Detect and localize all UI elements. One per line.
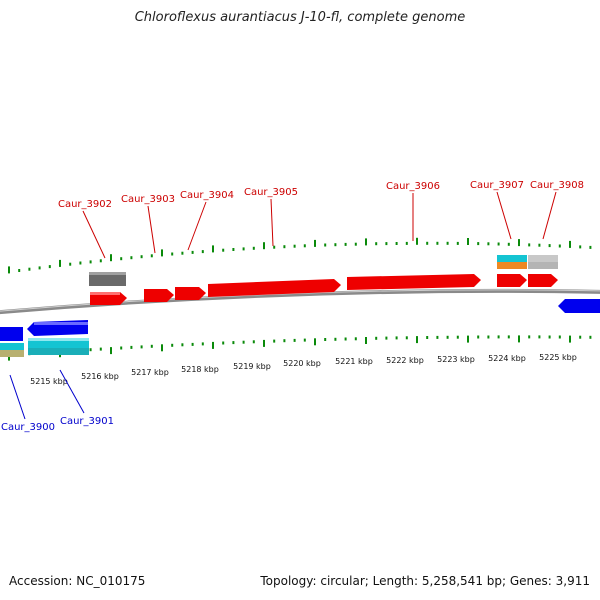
gene-arrow-caur-3905[interactable] <box>208 279 341 297</box>
gene-label-caur-3906[interactable]: Caur_3906 <box>386 181 440 192</box>
accession-text: Accession: NC_010175 <box>9 574 146 588</box>
tick-label: 5222 kbp <box>386 356 424 365</box>
genome-summary-text: Topology: circular; Length: 5,258,541 bp… <box>260 574 590 588</box>
tick-label: 5215 kbp <box>30 377 68 386</box>
leader-line <box>59 369 85 414</box>
leader-line <box>82 210 106 259</box>
tick-label: 5223 kbp <box>437 355 475 364</box>
feature-block-teal[interactable] <box>28 348 89 355</box>
gene-label-caur-3903[interactable]: Caur_3903 <box>121 194 175 205</box>
feature-track-upper <box>89 255 558 286</box>
feature-block-orange[interactable] <box>497 262 527 269</box>
leader-line <box>9 374 26 420</box>
reverse-genes <box>0 299 600 341</box>
gene-arrow-caur-3903[interactable] <box>144 289 174 302</box>
forward-genes <box>90 274 558 305</box>
tick-label: 5221 kbp <box>335 357 373 366</box>
gene-label-caur-3902[interactable]: Caur_3902 <box>58 199 112 210</box>
tick-label: 5218 kbp <box>181 365 219 374</box>
reverse-gene-labels: Caur_3900 Caur_3901 <box>1 369 114 433</box>
axis-tick-labels: 5215 kbp 5216 kbp 5217 kbp 5218 kbp 5219… <box>30 353 577 386</box>
feature-track-lower <box>0 338 89 357</box>
gene-arrow-caur-3909[interactable] <box>558 299 600 313</box>
feature-block-khaki[interactable] <box>0 350 24 357</box>
feature-block-gray[interactable] <box>89 272 126 286</box>
tick-label: 5217 kbp <box>131 368 169 377</box>
gene-arrow-shine <box>34 322 88 325</box>
feature-block-cyan-light <box>28 338 89 341</box>
tick-label: 5224 kbp <box>488 354 526 363</box>
feature-block-cyan[interactable] <box>497 255 527 262</box>
gene-label-caur-3907[interactable]: Caur_3907 <box>470 180 524 191</box>
leader-line <box>496 191 512 240</box>
tick-label: 5220 kbp <box>283 359 321 368</box>
feature-block-silver-shade <box>528 262 558 269</box>
leader-line <box>270 198 274 247</box>
gene-arrow-shine <box>90 292 120 295</box>
gene-label-caur-3908[interactable]: Caur_3908 <box>530 180 584 191</box>
gene-label-caur-3904[interactable]: Caur_3904 <box>180 190 234 201</box>
leader-line <box>542 191 557 240</box>
outer-tick-track <box>8 237 592 274</box>
leader-line <box>187 201 207 251</box>
feature-block-highlight <box>89 272 126 275</box>
gene-label-caur-3905[interactable]: Caur_3905 <box>244 187 298 198</box>
tick-label: 5225 kbp <box>539 353 577 362</box>
gene-label-caur-3900[interactable]: Caur_3900 <box>1 422 55 433</box>
tick-label: 5216 kbp <box>81 372 119 381</box>
gene-arrow-caur-3904[interactable] <box>175 287 206 300</box>
feature-block-cyan[interactable] <box>28 338 89 348</box>
gene-arrow-caur-3906[interactable] <box>347 274 481 290</box>
gene-arrow-caur-3908[interactable] <box>528 274 558 287</box>
map-title: Chloroflexus aurantiacus J-10-fl, comple… <box>134 10 466 25</box>
genome-backbone <box>0 288 600 315</box>
feature-block-cyan[interactable] <box>0 343 24 350</box>
tick-label: 5219 kbp <box>233 362 271 371</box>
gene-label-caur-3901[interactable]: Caur_3901 <box>60 416 114 427</box>
gene-arrow-caur-3902[interactable] <box>90 292 127 305</box>
gene-arrow-caur-3900[interactable] <box>0 327 23 341</box>
gene-arrow-caur-3907[interactable] <box>497 274 527 287</box>
inner-tick-track <box>8 335 592 361</box>
forward-gene-labels: Caur_3902 Caur_3903 Caur_3904 Caur_3905 … <box>58 180 584 259</box>
leader-line <box>147 205 156 254</box>
